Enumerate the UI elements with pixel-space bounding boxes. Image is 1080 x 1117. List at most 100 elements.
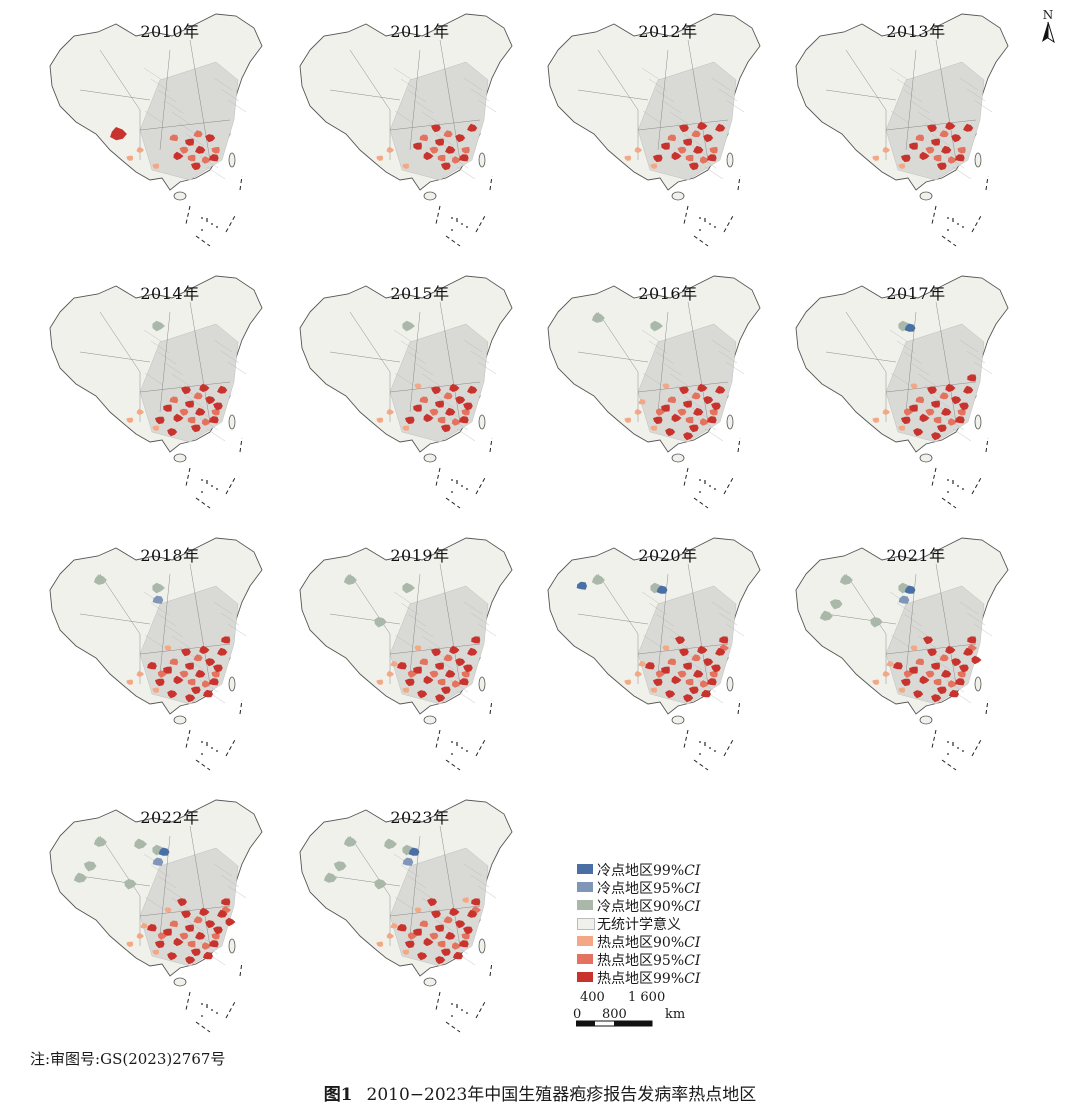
island-dot	[947, 753, 949, 755]
hotspot-99	[645, 662, 655, 670]
hotspot-99	[209, 940, 219, 948]
hotspot-99	[185, 138, 195, 146]
hotspot-99	[445, 669, 456, 678]
hotspot-99	[173, 151, 184, 161]
hotspot-99	[931, 662, 941, 670]
coldspot-90	[343, 836, 357, 847]
hotspot-95	[201, 680, 211, 688]
coldspot-90	[384, 838, 397, 850]
china-map	[795, 537, 1009, 771]
hotspot-99	[951, 658, 962, 667]
county-line	[952, 166, 972, 180]
hotspot-95	[437, 416, 446, 424]
island-dot	[957, 485, 959, 487]
hotspot-90	[634, 670, 642, 677]
hotspot-90	[650, 687, 658, 693]
island-dot	[451, 491, 453, 493]
county-line	[463, 601, 483, 615]
legend-swatch	[577, 936, 593, 946]
legend-label: 热点地区99%CI	[597, 971, 701, 987]
hotspot-99	[665, 428, 676, 437]
island-dot	[952, 482, 954, 484]
taiwan-island	[228, 938, 236, 954]
hotspot-95	[451, 418, 461, 426]
map-year-label: 2016年	[638, 284, 698, 303]
hainan-island	[423, 715, 437, 725]
map-year-label: 2022年	[140, 808, 200, 827]
hotspot-95	[947, 418, 957, 426]
province-line	[189, 825, 211, 947]
nine-dash-line	[435, 437, 493, 509]
hotspot-90	[376, 155, 384, 161]
hotspot-99	[441, 162, 451, 171]
county-line	[931, 395, 951, 409]
hotspot-95	[709, 408, 718, 416]
county-line	[393, 591, 413, 605]
county-line	[414, 886, 434, 900]
hotspot-99	[959, 402, 969, 411]
hainan-island	[173, 977, 187, 987]
coldspot-99	[904, 323, 916, 332]
hotspot-99	[449, 907, 460, 916]
island-dot	[947, 479, 949, 481]
hotspot-99	[661, 404, 670, 412]
coldspot-95	[152, 857, 164, 866]
province-line	[409, 311, 421, 413]
hotspot-95	[691, 654, 701, 662]
hotspot-99	[203, 689, 213, 698]
coldspot-99	[904, 585, 916, 594]
province-line	[189, 301, 211, 423]
hotspot-99	[431, 386, 441, 395]
province-line	[687, 301, 709, 423]
county-line	[910, 624, 930, 638]
hotspot-99	[963, 647, 974, 656]
island-dot	[699, 217, 701, 219]
hotspot-99	[715, 123, 726, 132]
hotspot-99	[455, 920, 466, 929]
nine-dash-line	[185, 437, 243, 509]
island-dot	[699, 753, 701, 755]
hotspot-99	[671, 413, 682, 423]
county-line	[421, 373, 441, 387]
hotspot-95	[169, 134, 179, 142]
legend-swatch	[577, 918, 595, 930]
island-dot	[456, 1004, 458, 1006]
hotspot-99	[147, 924, 157, 932]
map-panel-2014年: 2014年	[40, 272, 270, 512]
island-dot	[461, 223, 463, 225]
coldspot-99	[656, 585, 668, 594]
hotspot-95	[939, 130, 949, 138]
island-dot	[456, 220, 458, 222]
county-line	[683, 657, 703, 671]
county-line	[655, 89, 675, 103]
county-line	[642, 372, 662, 386]
hotspot-90	[634, 146, 642, 153]
hainan-island	[919, 191, 933, 201]
hotspot-95	[429, 932, 439, 940]
county-line	[889, 67, 909, 81]
map-panel-2012年: 2012年	[538, 10, 768, 250]
county-line	[973, 99, 993, 113]
hotspot-90	[386, 408, 394, 415]
county-line	[213, 863, 233, 877]
north-arrow-icon	[1042, 21, 1055, 44]
county-line	[456, 428, 476, 442]
map-panel-2017年: 2017年	[786, 272, 1016, 512]
hotspot-99	[661, 666, 670, 674]
scale-unit: km	[665, 1007, 686, 1022]
hotspot-95	[667, 658, 677, 666]
hotspot-99	[955, 416, 965, 424]
hotspot-99	[455, 134, 466, 143]
hotspot-99	[181, 648, 191, 657]
province-line	[935, 563, 957, 685]
hotspot-99	[195, 669, 206, 678]
coldspot-90	[591, 574, 605, 585]
island-dot	[456, 480, 458, 482]
island-dot	[451, 753, 453, 755]
hotspot-99	[213, 402, 223, 411]
county-line	[903, 351, 923, 365]
hotspot-95	[193, 130, 203, 138]
county-line	[683, 133, 703, 147]
hotspot-99	[931, 138, 941, 146]
county-line	[903, 89, 923, 103]
